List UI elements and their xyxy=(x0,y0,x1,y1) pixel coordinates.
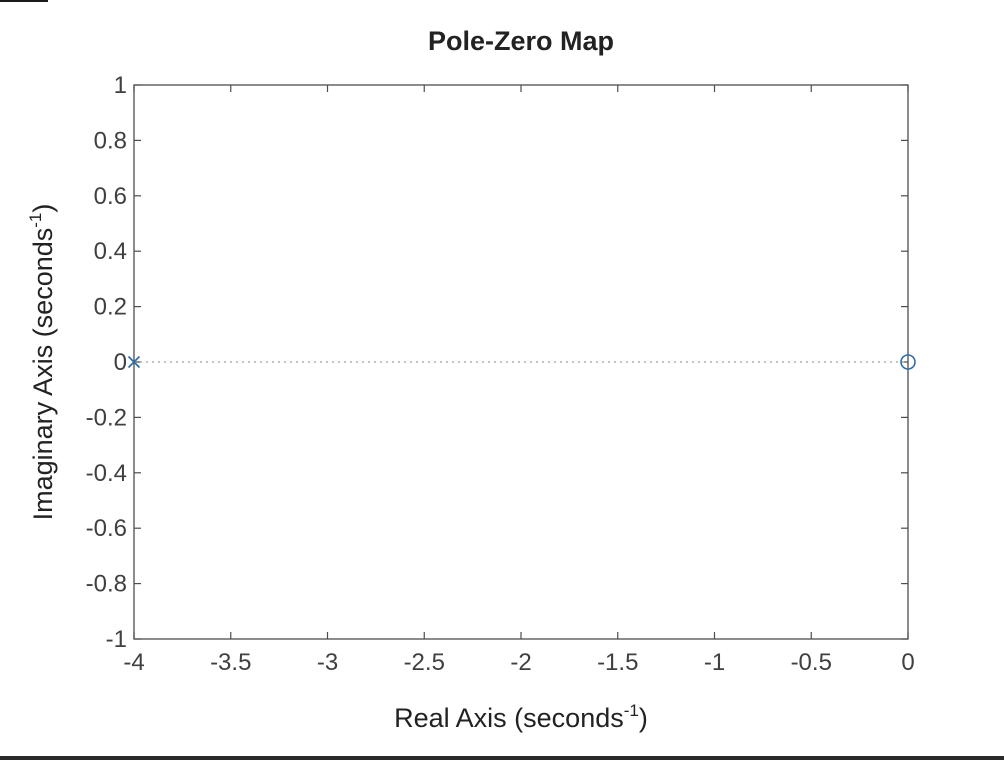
y-tick-label-9: -0.8 xyxy=(86,571,127,598)
y-tick-label-3: 0.4 xyxy=(94,238,127,265)
x-tick-label-3: -2.5 xyxy=(404,649,445,676)
y-tick-label-1: 0.8 xyxy=(94,127,127,154)
y-tick-labels: 1 0.8 0.6 0.4 0.2 0 -0.2 -0.4 -0.6 -0.8 -1 xyxy=(86,72,127,653)
x-axis-label-close: ) xyxy=(639,703,648,733)
x-axis-label-exponent: -1 xyxy=(624,701,639,720)
y-tick-label-4: 0.2 xyxy=(94,294,127,321)
axes-frame xyxy=(133,84,909,640)
x-tick-label-1: -3.5 xyxy=(210,649,251,676)
y-tick-label-0: 1 xyxy=(114,72,127,99)
x-axis-label: Real Axis (seconds-1) xyxy=(394,701,648,733)
x-tick-labels: -4 -3.5 -3 -2.5 -2 -1.5 -1 -0.5 0 xyxy=(123,649,914,676)
window-bottom-edge xyxy=(0,756,1004,760)
x-tick-label-7: -0.5 xyxy=(791,649,832,676)
x-tick-label-0: -4 xyxy=(123,649,144,676)
y-tick-label-8: -0.6 xyxy=(86,515,127,542)
x-tick-label-6: -1 xyxy=(704,649,725,676)
zero-marker-0 xyxy=(900,354,916,370)
chart-title: Pole-Zero Map xyxy=(428,26,614,56)
y-axis-label-close: ) xyxy=(28,204,58,213)
y-tick-label-6: -0.2 xyxy=(86,404,127,431)
y-axis-label: Imaginary Axis (seconds-1) xyxy=(26,204,58,521)
axes-box xyxy=(133,84,909,640)
pole-marker-0 xyxy=(127,355,141,369)
tick-marks xyxy=(133,84,909,640)
window-top-edge xyxy=(0,0,48,2)
y-axis-label-exponent: -1 xyxy=(26,213,45,228)
y-axis-label-text: Imaginary Axis (seconds xyxy=(28,228,58,521)
x-tick-label-4: -2 xyxy=(510,649,531,676)
x-tick-label-2: -3 xyxy=(317,649,338,676)
y-tick-label-10: -1 xyxy=(106,626,127,653)
y-tick-label-7: -0.4 xyxy=(86,460,127,487)
y-tick-label-2: 0.6 xyxy=(94,183,127,210)
x-tick-label-8: 0 xyxy=(901,649,914,676)
y-tick-label-5: 0 xyxy=(114,349,127,376)
pole-cross-stroke-b xyxy=(127,355,141,369)
pole-zero-markers xyxy=(127,354,916,370)
x-axis-label-text: Real Axis (seconds xyxy=(394,703,624,733)
x-tick-label-5: -1.5 xyxy=(597,649,638,676)
